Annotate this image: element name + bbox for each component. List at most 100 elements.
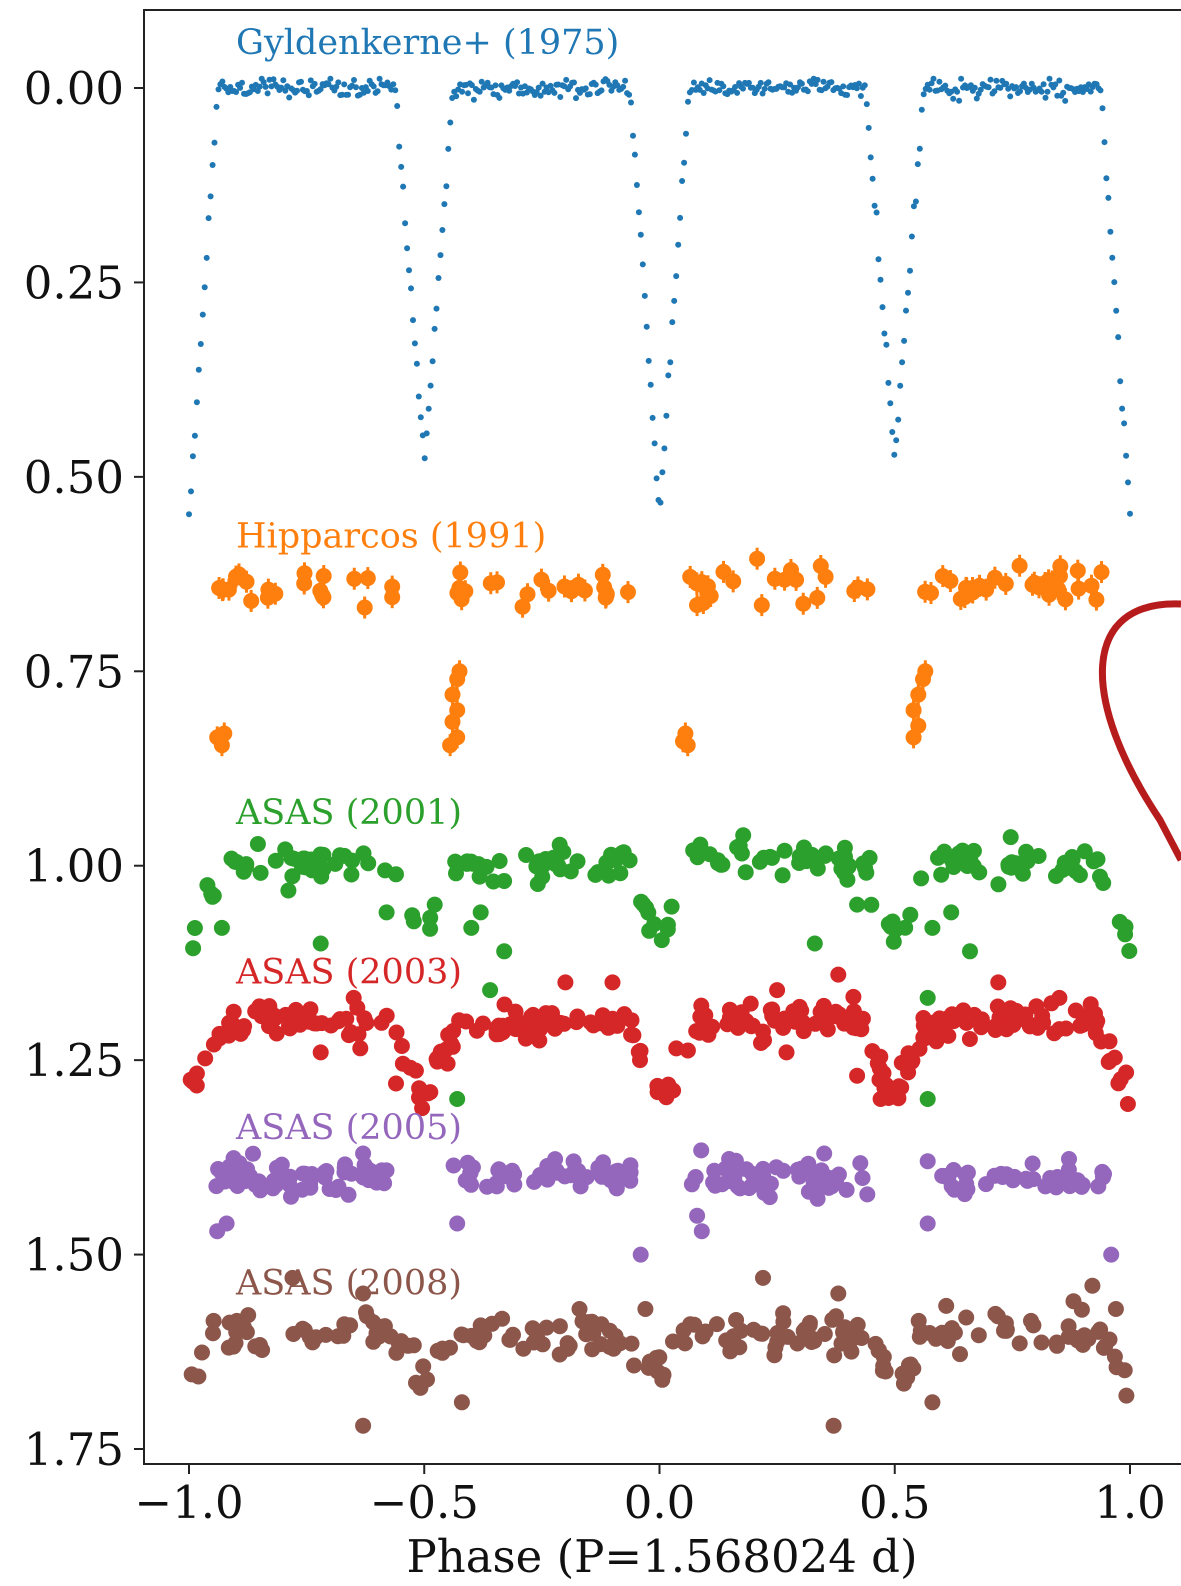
data-point [908, 233, 915, 240]
data-point [205, 1312, 222, 1329]
data-point [877, 1363, 894, 1380]
data-point [561, 1337, 578, 1354]
data-point [924, 1394, 941, 1411]
data-point [496, 943, 513, 960]
data-point [215, 86, 222, 93]
data-point [901, 337, 908, 344]
data-point [580, 1314, 597, 1331]
data-point [665, 1333, 681, 1350]
data-point [621, 852, 638, 869]
data-point [571, 1301, 588, 1317]
data-point [869, 175, 876, 182]
data-point [1060, 89, 1067, 96]
data-point [393, 1333, 410, 1350]
data-point [737, 864, 754, 881]
data-point [830, 1285, 847, 1302]
data-point [405, 1337, 422, 1354]
series-5 [183, 1269, 1135, 1434]
data-point [1033, 1334, 1050, 1351]
data-point [641, 292, 648, 299]
data-point [427, 382, 434, 389]
data-point [445, 1023, 462, 1039]
data-point [1011, 557, 1028, 574]
data-point [338, 1010, 355, 1027]
data-point [769, 982, 786, 999]
data-point [506, 87, 513, 94]
data-point [421, 455, 428, 462]
data-point [1119, 1096, 1136, 1112]
data-point [476, 88, 483, 95]
data-point [284, 1269, 301, 1286]
data-point [806, 935, 823, 952]
data-point [374, 88, 381, 95]
data-point [732, 84, 739, 90]
data-point [997, 575, 1014, 592]
data-point [643, 323, 650, 330]
series-label: ASAS (2001) [235, 793, 462, 833]
data-point [205, 1325, 221, 1342]
data-point [633, 182, 640, 188]
data-point [537, 92, 544, 99]
data-point [614, 82, 621, 89]
data-point [538, 1168, 555, 1185]
data-point [1095, 875, 1112, 891]
data-point [917, 1030, 933, 1047]
data-point [931, 1327, 948, 1344]
data-point [251, 1337, 268, 1353]
data-point [669, 319, 676, 326]
data-point [700, 1026, 717, 1043]
data-point [1025, 1317, 1042, 1334]
data-point [700, 90, 707, 96]
data-point [1067, 1002, 1084, 1019]
data-point [422, 920, 439, 937]
data-point [863, 896, 880, 913]
data-point [373, 1014, 390, 1031]
data-point [887, 400, 894, 407]
data-point [679, 737, 696, 754]
y-axis-ticks: 0.00 0.25 0.50 0.75 1.00 1.25 1.50 1.75 [24, 62, 144, 1476]
data-point [893, 437, 900, 444]
data-point [270, 1166, 287, 1183]
data-point [534, 1336, 551, 1353]
data-point [651, 1349, 668, 1366]
data-point [451, 663, 468, 680]
data-point [411, 340, 418, 347]
data-point [445, 1157, 462, 1174]
data-point [343, 866, 360, 883]
data-point [946, 1181, 963, 1198]
data-point [693, 997, 710, 1014]
data-point [459, 88, 466, 95]
data-point [836, 1319, 853, 1336]
data-point [817, 847, 833, 864]
y-tick-label: 0.50 [24, 451, 124, 504]
data-point [880, 916, 897, 932]
data-point [216, 725, 233, 742]
data-point [767, 1339, 784, 1356]
data-point [849, 1067, 866, 1084]
data-point [213, 919, 230, 936]
data-point [640, 904, 657, 921]
data-point [193, 399, 200, 406]
data-point [912, 198, 919, 205]
data-point [506, 1166, 523, 1183]
data-point [800, 1155, 817, 1172]
data-point [204, 888, 221, 905]
data-point [281, 1176, 298, 1193]
data-point [462, 1164, 479, 1181]
data-point [645, 357, 652, 364]
data-point [902, 906, 919, 923]
data-point [637, 1301, 654, 1317]
data-point [1052, 558, 1069, 575]
data-point [740, 85, 746, 92]
data-point [267, 852, 284, 869]
data-point [716, 87, 723, 94]
data-point [919, 989, 936, 1006]
data-point [188, 488, 194, 495]
data-point [1109, 254, 1116, 261]
data-point [408, 285, 414, 292]
data-point [442, 737, 459, 754]
data-point [439, 1055, 456, 1072]
data-point [910, 1312, 927, 1329]
data-point [336, 847, 353, 864]
data-point [598, 87, 605, 94]
